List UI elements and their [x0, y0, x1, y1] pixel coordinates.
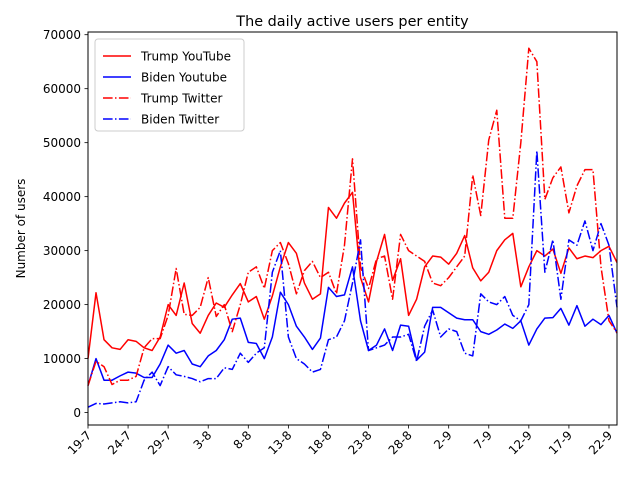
y-tick-label: 40000: [43, 190, 81, 204]
legend-frame: [94, 38, 245, 132]
series-line-biden-youtube: [87, 266, 618, 386]
y-tick-label: 60000: [43, 82, 81, 96]
legend-label: Trump YouTube: [140, 49, 231, 63]
y-tick-label: 70000: [43, 28, 81, 42]
legend-label: Trump Twitter: [140, 91, 223, 105]
y-axis-label: Number of users: [14, 179, 28, 279]
chart-title: The daily active users per entity: [235, 14, 469, 30]
y-tick-label: 30000: [43, 244, 81, 258]
series-line-biden-twitter: [87, 150, 618, 408]
y-tick-label: 0: [73, 406, 81, 420]
series-line-trump-twitter: [87, 47, 618, 386]
series-layer: [87, 47, 618, 408]
legend-label: Biden Youtube: [141, 70, 227, 84]
legend-label: Biden Twitter: [141, 112, 219, 126]
y-tick-label: 10000: [43, 352, 81, 366]
y-tick-label: 20000: [43, 298, 81, 312]
legend: Trump YouTube Biden Youtube Trump Twitter B…: [94, 38, 245, 132]
series-line-trump-youtube: [87, 191, 618, 359]
y-tick-label: 50000: [43, 136, 81, 150]
y-axis-ticks: 0 10000 20000 30000 40000 50000 60000 70000: [43, 28, 88, 420]
axes-frame: [87, 31, 618, 426]
